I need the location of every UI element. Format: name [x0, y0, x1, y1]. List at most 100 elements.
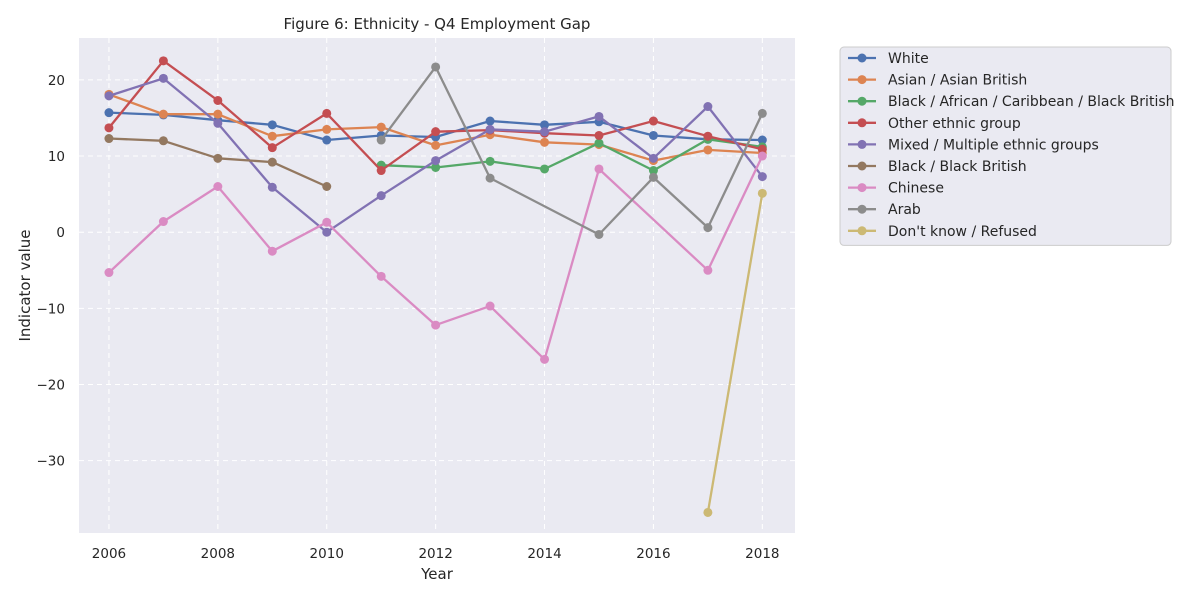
- data-point: [431, 162, 441, 172]
- legend-label: Arab: [888, 202, 921, 218]
- legend-box: [839, 46, 1172, 246]
- legend-swatch-marker: [857, 53, 867, 63]
- data-point: [757, 108, 767, 118]
- legend-swatch-marker: [857, 96, 867, 106]
- data-point: [322, 124, 332, 134]
- chart-title: Figure 6: Ethnicity - Q4 Employment Gap: [284, 15, 591, 33]
- data-point: [703, 507, 713, 517]
- legend-item: Don't know / Refused: [848, 224, 1037, 240]
- data-point: [322, 135, 332, 145]
- data-point: [158, 217, 168, 227]
- data-point: [648, 116, 658, 126]
- data-point: [594, 111, 604, 121]
- data-point: [322, 227, 332, 237]
- data-point: [485, 156, 495, 166]
- legend: White Asian / Asian British Black / Africa…: [839, 46, 1175, 246]
- data-point: [158, 136, 168, 146]
- data-point: [594, 229, 604, 239]
- data-point: [485, 124, 495, 134]
- data-point: [540, 120, 550, 130]
- data-point: [376, 135, 386, 145]
- series-layer: [104, 56, 767, 517]
- legend-label: Asian / Asian British: [888, 73, 1027, 89]
- data-point: [104, 268, 114, 278]
- data-point: [703, 223, 713, 233]
- x-tick-label: 2006: [92, 546, 126, 562]
- data-point: [757, 172, 767, 182]
- legend-item: Other ethnic group: [848, 116, 1021, 132]
- data-point: [213, 95, 223, 105]
- data-point: [648, 153, 658, 163]
- x-axis-label: Year: [420, 565, 454, 583]
- x-tick-label: 2008: [201, 546, 235, 562]
- y-tick-label: 20: [48, 73, 65, 89]
- grid: [79, 38, 795, 533]
- data-point: [485, 173, 495, 183]
- series-line: [706, 193, 764, 513]
- data-point: [267, 246, 277, 256]
- x-tick-label: 2018: [745, 546, 779, 562]
- data-point: [104, 91, 114, 101]
- series-8: [376, 62, 767, 239]
- legend-swatch-marker: [857, 204, 867, 214]
- data-point: [376, 122, 386, 132]
- y-tick-label: 0: [56, 225, 65, 241]
- data-point: [594, 130, 604, 140]
- data-point: [703, 102, 713, 112]
- data-point: [431, 127, 441, 137]
- data-point: [322, 182, 332, 191]
- legend-label: Chinese: [888, 181, 944, 197]
- legend-swatch-marker: [857, 118, 867, 128]
- series-6: [104, 134, 332, 191]
- data-point: [376, 166, 386, 176]
- data-point: [267, 182, 277, 192]
- series-9: [703, 188, 767, 517]
- data-point: [757, 151, 767, 161]
- data-point: [431, 320, 441, 330]
- data-point: [213, 118, 223, 128]
- data-point: [322, 217, 332, 227]
- data-point: [431, 62, 441, 72]
- data-point: [648, 130, 658, 140]
- data-point: [158, 73, 168, 83]
- legend-label: Black / Black British: [888, 159, 1027, 175]
- x-tick-label: 2016: [636, 546, 670, 562]
- legend-swatch-marker: [857, 183, 867, 193]
- data-point: [322, 108, 332, 118]
- data-point: [431, 140, 441, 150]
- plot-area: [79, 38, 795, 533]
- data-point: [757, 144, 767, 154]
- series-5: [104, 73, 767, 237]
- series-7: [104, 151, 767, 364]
- legend-item: Arab: [848, 202, 921, 218]
- data-point: [540, 137, 550, 147]
- data-point: [703, 265, 713, 275]
- data-point: [703, 131, 713, 141]
- y-tick-label: 10: [48, 149, 65, 165]
- data-point: [648, 166, 658, 176]
- data-point: [267, 143, 277, 153]
- data-point: [594, 164, 604, 174]
- data-point: [158, 56, 168, 66]
- legend-label: White: [888, 51, 929, 67]
- legend-item: Chinese: [848, 181, 944, 197]
- data-point: [267, 157, 277, 167]
- data-point: [485, 116, 495, 126]
- legend-item: Black / African / Caribbean / Black Brit…: [848, 94, 1175, 110]
- data-point: [376, 191, 386, 201]
- data-point: [213, 109, 223, 119]
- data-point: [267, 120, 277, 130]
- legend-swatch-marker: [857, 139, 867, 149]
- data-point: [267, 131, 277, 141]
- series-line: [108, 155, 764, 361]
- data-point: [540, 164, 550, 174]
- data-point: [104, 134, 114, 144]
- data-point: [213, 182, 223, 191]
- data-point: [376, 271, 386, 281]
- series-line: [381, 138, 763, 172]
- y-tick-label: −30: [37, 454, 66, 470]
- legend-swatch-marker: [857, 161, 867, 171]
- data-point: [757, 188, 767, 198]
- data-point: [703, 145, 713, 155]
